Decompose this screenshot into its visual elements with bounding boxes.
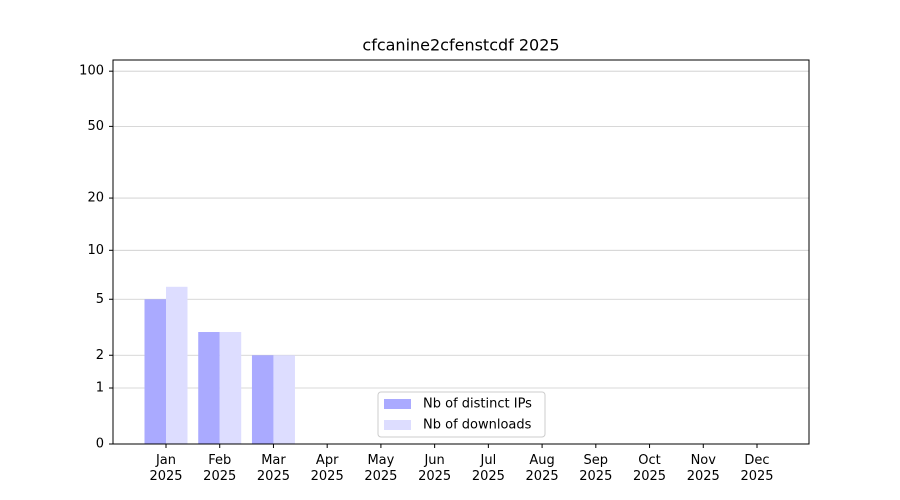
y-tick-label: 5 (96, 292, 104, 307)
bar (219, 332, 242, 444)
x-tick-label: Jun 2025 (418, 453, 452, 484)
x-tick-label: Oct 2025 (632, 453, 667, 484)
x-tick-label: Sep 2025 (579, 453, 613, 484)
x-tick-label: Jan 2025 (149, 453, 183, 484)
x-tick-label: Aug 2025 (525, 453, 559, 484)
y-tick-label: 0 (96, 437, 104, 452)
bar (144, 299, 166, 444)
y-tick-label: 50 (87, 119, 104, 134)
bar (198, 332, 220, 444)
bar (273, 355, 295, 444)
y-tick-label: 1 (96, 381, 104, 396)
bar (166, 286, 188, 444)
x-tick-label: Feb 2025 (203, 453, 237, 484)
x-tick-label: May 2025 (364, 453, 398, 484)
x-tick-label: Dec 2025 (740, 453, 774, 484)
x-tick-label: Jul 2025 (471, 453, 505, 484)
y-tick-label: 2 (96, 348, 104, 363)
legend-label: Nb of distinct IPs (423, 397, 532, 412)
legend-label: Nb of downloads (423, 418, 532, 433)
y-tick-label: 100 (79, 64, 104, 79)
x-tick-label: Apr 2025 (310, 453, 344, 484)
legend-swatch (384, 420, 411, 430)
y-tick-label: 10 (87, 243, 104, 258)
legend-box (377, 391, 546, 438)
x-tick-label: Mar 2025 (256, 453, 290, 484)
y-tick-label: 20 (87, 191, 104, 206)
plot-frame (112, 59, 810, 445)
bar (251, 355, 274, 444)
x-tick-label: Nov 2025 (686, 453, 720, 484)
legend-swatch (384, 399, 411, 409)
chart-title: cfcanine2cfenstcdf 2025 (362, 36, 559, 55)
